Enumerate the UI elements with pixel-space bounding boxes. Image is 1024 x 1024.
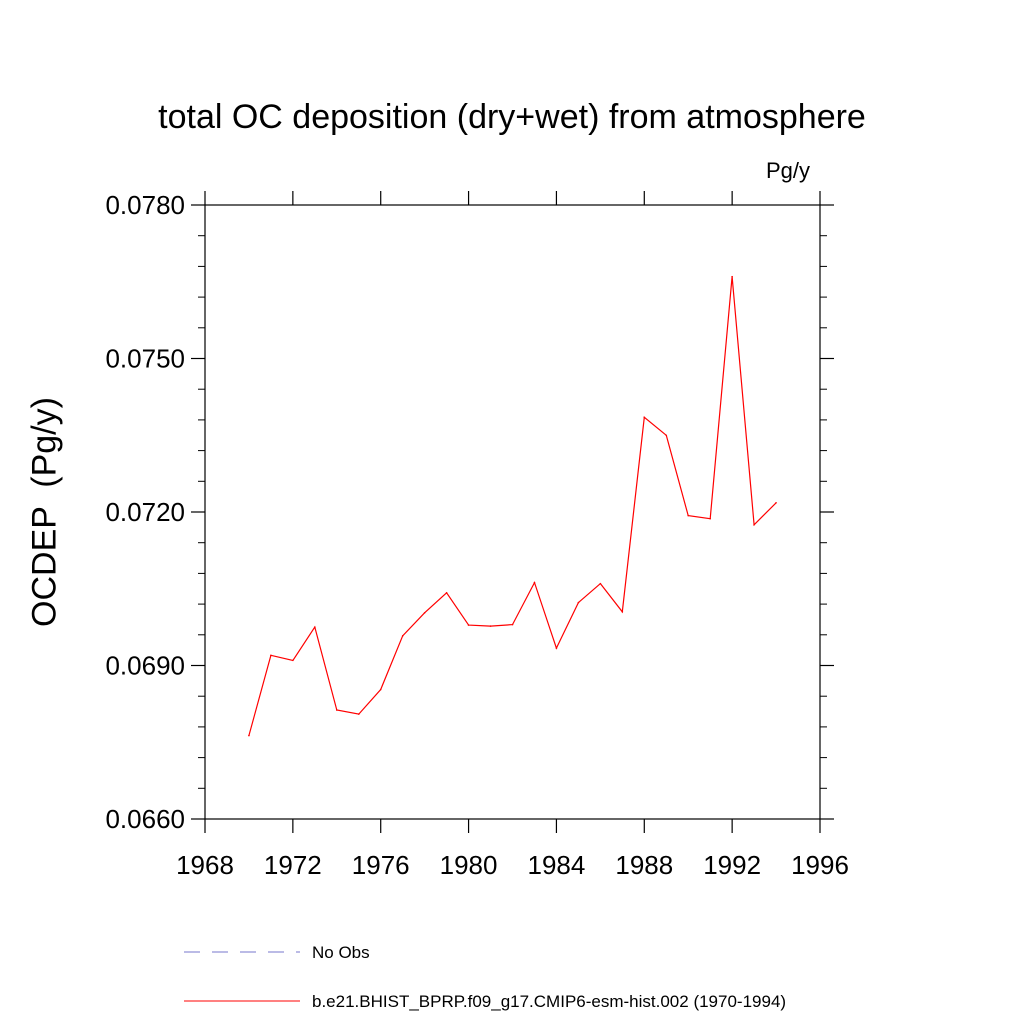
data-point bbox=[599, 582, 602, 585]
data-point bbox=[314, 626, 316, 628]
data-point bbox=[423, 611, 426, 614]
y-tick-label: 0.0690 bbox=[105, 651, 185, 681]
x-tick-label: 1972 bbox=[264, 850, 322, 880]
series-layer bbox=[248, 275, 777, 737]
data-point bbox=[577, 601, 580, 604]
data-point bbox=[731, 275, 733, 278]
axis-ticks bbox=[191, 191, 834, 833]
data-point bbox=[775, 501, 777, 504]
legend bbox=[184, 951, 300, 1002]
y-tick-label: 0.0780 bbox=[105, 190, 185, 220]
legend-label-no-obs: No Obs bbox=[312, 943, 370, 962]
series-line bbox=[248, 276, 777, 736]
data-point bbox=[357, 713, 360, 715]
data-point bbox=[665, 434, 668, 437]
units-label: Pg/y bbox=[766, 158, 811, 183]
x-tick-label: 1996 bbox=[791, 850, 849, 880]
data-point bbox=[687, 514, 690, 517]
x-tick-label: 1976 bbox=[352, 850, 410, 880]
data-point bbox=[511, 623, 514, 626]
data-point bbox=[401, 635, 404, 637]
data-point bbox=[709, 517, 711, 520]
data-point bbox=[643, 416, 646, 419]
data-point bbox=[621, 610, 624, 613]
x-tick-label: 1992 bbox=[703, 850, 761, 880]
legend-label-model: b.e21.BHIST_BPRP.f09_g17.CMIP6-esm-hist.… bbox=[312, 992, 787, 1011]
data-point bbox=[379, 688, 382, 691]
y-axis-label: OCDEP (Pg/y) bbox=[25, 397, 64, 627]
x-tick-label: 1984 bbox=[528, 850, 586, 880]
y-tick-label: 0.0720 bbox=[105, 497, 185, 527]
x-tick-label: 1988 bbox=[615, 850, 673, 880]
plot-frame bbox=[204, 204, 821, 820]
y-tick-label: 0.0750 bbox=[105, 344, 185, 374]
data-point bbox=[292, 659, 294, 662]
data-point bbox=[555, 647, 558, 649]
data-point bbox=[270, 654, 272, 657]
data-point bbox=[335, 709, 338, 711]
axis-tick-labels: 1968 1972 1976 1980 1984 1988 1992 1996 0.0660 0.… bbox=[105, 190, 848, 880]
data-point bbox=[533, 581, 536, 584]
y-tick-label: 0.0660 bbox=[105, 804, 185, 834]
data-point bbox=[248, 734, 250, 737]
x-tick-label: 1980 bbox=[440, 850, 498, 880]
x-tick-label: 1968 bbox=[176, 850, 234, 880]
data-point bbox=[489, 625, 492, 627]
chart-title: total OC deposition (dry+wet) from atmos… bbox=[158, 98, 866, 136]
data-point bbox=[445, 592, 448, 594]
data-point bbox=[753, 523, 755, 526]
data-point bbox=[467, 624, 470, 626]
